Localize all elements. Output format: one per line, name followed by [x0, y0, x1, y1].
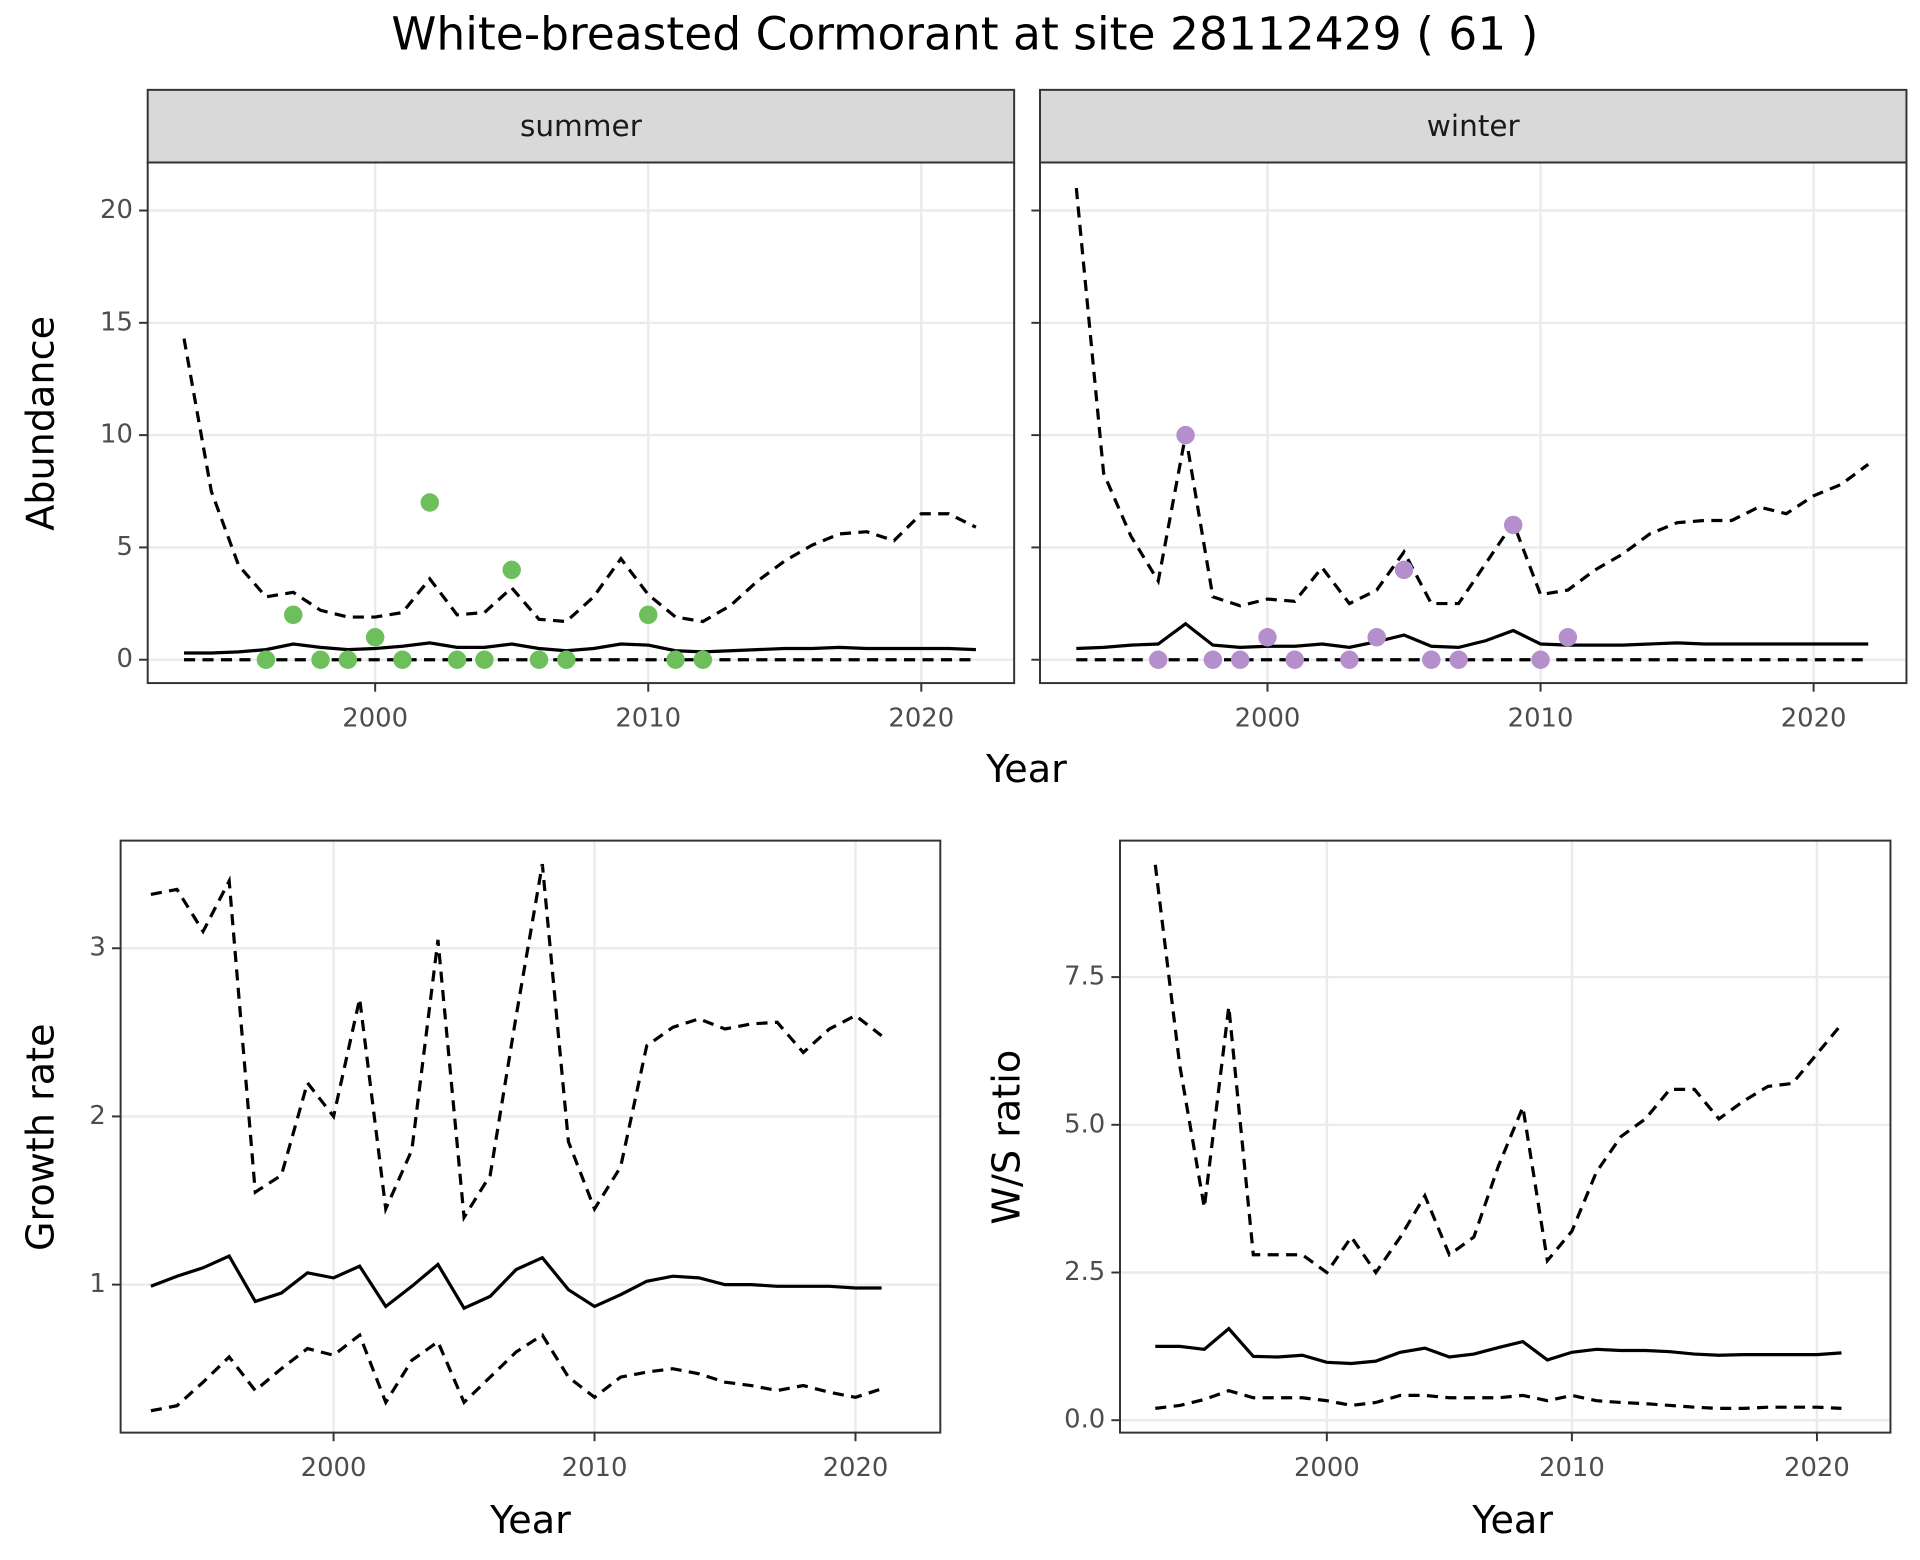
x-axis-title: Year	[489, 1498, 571, 1542]
panel-background	[1040, 162, 1907, 684]
x-tick-label: 2010	[615, 703, 681, 733]
observation-point	[1558, 628, 1578, 647]
panel-background	[147, 162, 1015, 684]
observation-point	[1531, 650, 1550, 669]
observation-point	[256, 650, 276, 669]
observation-point	[1340, 650, 1359, 669]
interval-line	[1155, 1388, 1842, 1410]
interval-line	[150, 863, 883, 1223]
observation-point	[693, 650, 713, 669]
y-tick-label: 0	[116, 644, 132, 674]
y-tick-label: 3	[89, 933, 105, 963]
interval-line	[182, 338, 977, 624]
facet-strip	[146, 88, 1016, 164]
y-tick-label: 5.0	[1064, 1109, 1105, 1139]
x-tick-label: 2020	[823, 1453, 889, 1483]
observation-point	[1394, 560, 1414, 580]
facet-label: summer	[520, 109, 643, 143]
x-tick-label: 2010	[1539, 1453, 1605, 1483]
observation-point	[1258, 628, 1277, 647]
mean-line	[184, 641, 976, 655]
observation-point	[1422, 650, 1441, 669]
y-tick-label: 5	[116, 532, 132, 562]
y-tick-label: 15	[100, 307, 133, 337]
y-axis-title: Abundance	[19, 316, 63, 531]
observation-point	[338, 650, 358, 669]
observation-point	[557, 650, 576, 669]
observation-point	[393, 650, 412, 669]
mean-line	[150, 1253, 882, 1311]
facet-label: winter	[1427, 109, 1521, 143]
y-tick-label: 7.5	[1064, 962, 1105, 992]
x-axis-title: Year	[985, 747, 1067, 791]
observation-point	[529, 650, 549, 669]
observation-point	[666, 650, 685, 669]
x-axis-title: Year	[1471, 1498, 1553, 1542]
observation-point	[1285, 650, 1305, 669]
x-tick-label: 2020	[888, 703, 954, 733]
observation-point	[502, 560, 521, 580]
interval-line	[150, 1332, 883, 1413]
x-tick-label: 2000	[1294, 1453, 1360, 1483]
observation-point	[447, 650, 467, 669]
y-tick-label: 2	[89, 1101, 105, 1131]
x-tick-label: 2020	[1781, 703, 1847, 733]
panel-border	[1119, 839, 1892, 1434]
mean-line	[1155, 1326, 1842, 1366]
observation-point	[475, 650, 494, 669]
observation-point	[1149, 650, 1168, 669]
y-tick-label: 1	[89, 1269, 105, 1299]
observation-point	[311, 650, 330, 669]
y-tick-label: 20	[100, 195, 133, 225]
observation-point	[284, 605, 303, 625]
y-tick-label: 0.0	[1064, 1405, 1105, 1435]
mean-line	[1076, 621, 1869, 651]
x-tick-label: 2010	[562, 1453, 628, 1483]
observation-point	[1203, 650, 1223, 669]
observation-point	[639, 605, 658, 625]
y-axis-title: Growth rate	[19, 1023, 63, 1251]
x-tick-label: 2020	[1784, 1453, 1850, 1483]
observation-point	[1367, 628, 1386, 647]
x-tick-label: 2000	[342, 703, 408, 733]
interval-line	[1074, 187, 1870, 608]
observation-point	[1230, 650, 1250, 669]
observation-point	[1449, 650, 1468, 669]
interval-line	[1153, 864, 1843, 1276]
x-tick-label: 2000	[1235, 703, 1301, 733]
x-tick-label: 2010	[1508, 703, 1574, 733]
observation-point	[365, 628, 385, 647]
x-tick-label: 2000	[301, 1453, 367, 1483]
observation-point	[420, 493, 440, 512]
y-tick-label: 2.5	[1064, 1257, 1105, 1287]
observation-point	[1504, 515, 1523, 535]
observation-point	[1176, 425, 1195, 445]
y-tick-label: 10	[100, 420, 133, 450]
figure-title: White-breasted Cormorant at site 2811242…	[391, 7, 1538, 60]
facet-strip	[1039, 88, 1908, 164]
y-axis-title: W/S ratio	[985, 1050, 1029, 1225]
panel-background	[1120, 840, 1891, 1433]
panel-border	[119, 839, 942, 1434]
